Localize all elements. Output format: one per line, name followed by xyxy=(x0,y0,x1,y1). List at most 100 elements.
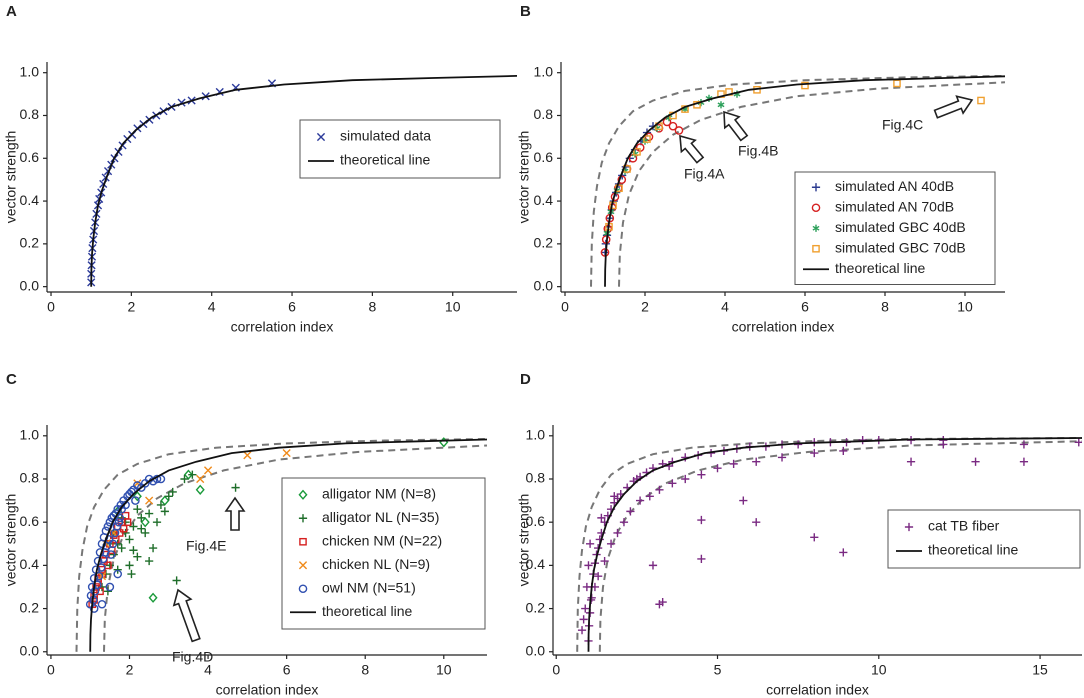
marker xyxy=(145,496,154,505)
marker xyxy=(203,466,213,475)
marker xyxy=(906,457,916,466)
marker xyxy=(812,224,820,232)
marker xyxy=(648,561,658,570)
marker xyxy=(127,569,136,579)
x-tick-label: 2 xyxy=(127,299,135,315)
marker xyxy=(801,81,809,90)
marker xyxy=(904,522,914,532)
marker xyxy=(971,457,980,466)
y-tick-label: 1.0 xyxy=(534,63,554,79)
marker xyxy=(1074,438,1082,447)
y-axis-label: vector strength xyxy=(516,494,532,587)
legend-label: alligator NL (N=35) xyxy=(322,509,439,525)
arrow xyxy=(224,496,246,531)
arrow xyxy=(679,134,705,164)
marker xyxy=(668,121,678,131)
marker xyxy=(893,79,901,88)
marker xyxy=(729,459,738,468)
marker xyxy=(674,126,684,135)
marker xyxy=(113,569,123,579)
x-tick-label: 6 xyxy=(288,299,296,315)
x-tick-label: 8 xyxy=(361,662,369,678)
y-tick-label: 0.2 xyxy=(534,235,554,251)
marker xyxy=(125,535,134,544)
x-tick-label: 8 xyxy=(881,299,889,315)
marker xyxy=(613,528,622,538)
y-tick-label: 0.4 xyxy=(526,556,546,572)
y-tick-label: 0.6 xyxy=(20,513,40,529)
marker xyxy=(105,582,115,592)
x-tick-label: 2 xyxy=(641,299,649,315)
marker xyxy=(123,518,132,526)
y-tick-label: 1.0 xyxy=(20,63,40,79)
marker xyxy=(172,576,181,585)
x-tick-label: 4 xyxy=(204,662,212,678)
y-tick-label: 0.0 xyxy=(526,642,546,658)
annotation: Fig.4C xyxy=(882,117,923,133)
plot-area xyxy=(75,437,487,652)
x-tick-label: 8 xyxy=(368,299,376,315)
marker xyxy=(717,101,725,109)
marker xyxy=(626,507,635,516)
marker xyxy=(316,132,326,142)
marker xyxy=(121,500,130,510)
legend-label: simulated GBC 40dB xyxy=(835,219,966,235)
marker xyxy=(115,529,124,537)
marker xyxy=(133,552,142,561)
legend-label: theoretical line xyxy=(928,542,1018,558)
y-axis-label: vector strength xyxy=(3,131,19,224)
marker xyxy=(635,496,645,505)
theoretical-line xyxy=(587,437,1082,652)
marker xyxy=(195,484,205,495)
marker xyxy=(585,539,595,548)
marker xyxy=(581,604,590,613)
marker xyxy=(643,135,651,143)
x-tick-label: 10 xyxy=(957,299,973,315)
legend-box xyxy=(281,477,486,630)
marker xyxy=(92,583,100,591)
panel-label: D xyxy=(520,371,531,388)
y-tick-label: 0.8 xyxy=(20,470,40,486)
marker xyxy=(619,518,629,527)
y-tick-label: 0.8 xyxy=(534,106,554,122)
y-tick-label: 0.6 xyxy=(526,513,546,529)
marker xyxy=(137,513,146,522)
x-tick-label: 0 xyxy=(47,299,55,315)
marker xyxy=(97,599,107,609)
bound-line xyxy=(618,81,1005,287)
marker xyxy=(243,451,252,460)
x-tick-label: 15 xyxy=(1032,662,1048,678)
marker xyxy=(148,543,158,553)
marker xyxy=(752,457,761,466)
marker xyxy=(811,203,821,213)
marker xyxy=(579,615,588,624)
legend-label: cat TB fiber xyxy=(928,518,1000,534)
marker xyxy=(645,492,654,501)
x-tick-label: 0 xyxy=(47,662,55,678)
marker xyxy=(113,539,122,548)
marker xyxy=(299,537,307,546)
x-tick-label: 0 xyxy=(552,662,560,678)
x-tick-label: 0 xyxy=(561,299,569,315)
marker xyxy=(600,556,609,566)
marker xyxy=(112,522,122,531)
marker xyxy=(156,500,166,510)
plot-area xyxy=(590,74,1005,287)
x-tick-label: 10 xyxy=(445,299,461,315)
marker xyxy=(108,539,118,549)
marker xyxy=(594,572,603,581)
y-tick-label: 0.6 xyxy=(20,149,40,165)
x-tick-label: 6 xyxy=(283,662,291,678)
theoretical-line xyxy=(90,75,517,287)
marker xyxy=(87,582,97,592)
y-tick-label: 0.4 xyxy=(20,192,40,208)
theoretical-line xyxy=(89,438,487,652)
marker xyxy=(298,514,308,523)
x-axis-label: correlation index xyxy=(231,319,334,335)
marker xyxy=(106,550,116,559)
annotation: Fig.4E xyxy=(186,538,226,554)
marker xyxy=(577,626,587,635)
marker xyxy=(839,548,848,557)
legend-label: chicken NM (N=22) xyxy=(322,532,442,548)
marker xyxy=(697,515,706,525)
